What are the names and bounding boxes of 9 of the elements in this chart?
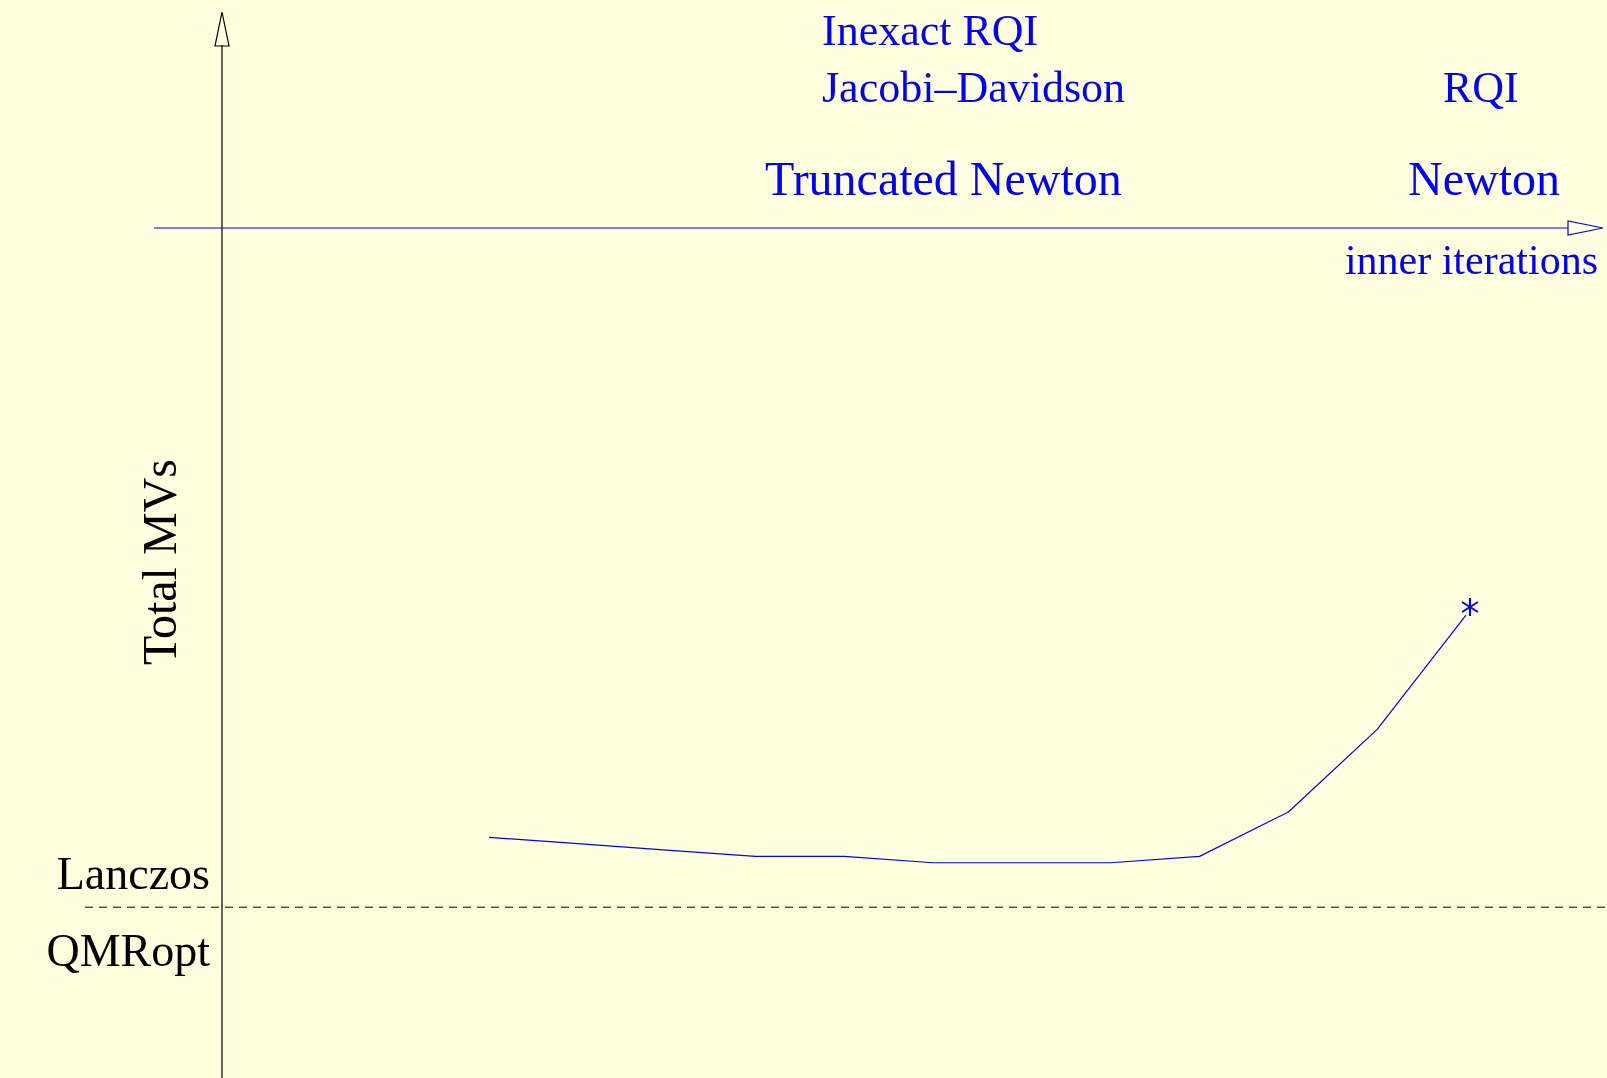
text: Truncated Newton xyxy=(765,152,1122,205)
text: QMRopt xyxy=(46,925,211,976)
text: Jacobi–Davidson xyxy=(822,63,1126,112)
x-axis-title: inner iterations xyxy=(1344,237,1598,283)
text: Newton xyxy=(1408,152,1560,205)
ref-line-label: Lanczos xyxy=(56,848,210,900)
text: Inexact RQI xyxy=(822,6,1039,55)
text: Total MVs xyxy=(133,459,186,665)
text: RQI xyxy=(1443,63,1519,112)
